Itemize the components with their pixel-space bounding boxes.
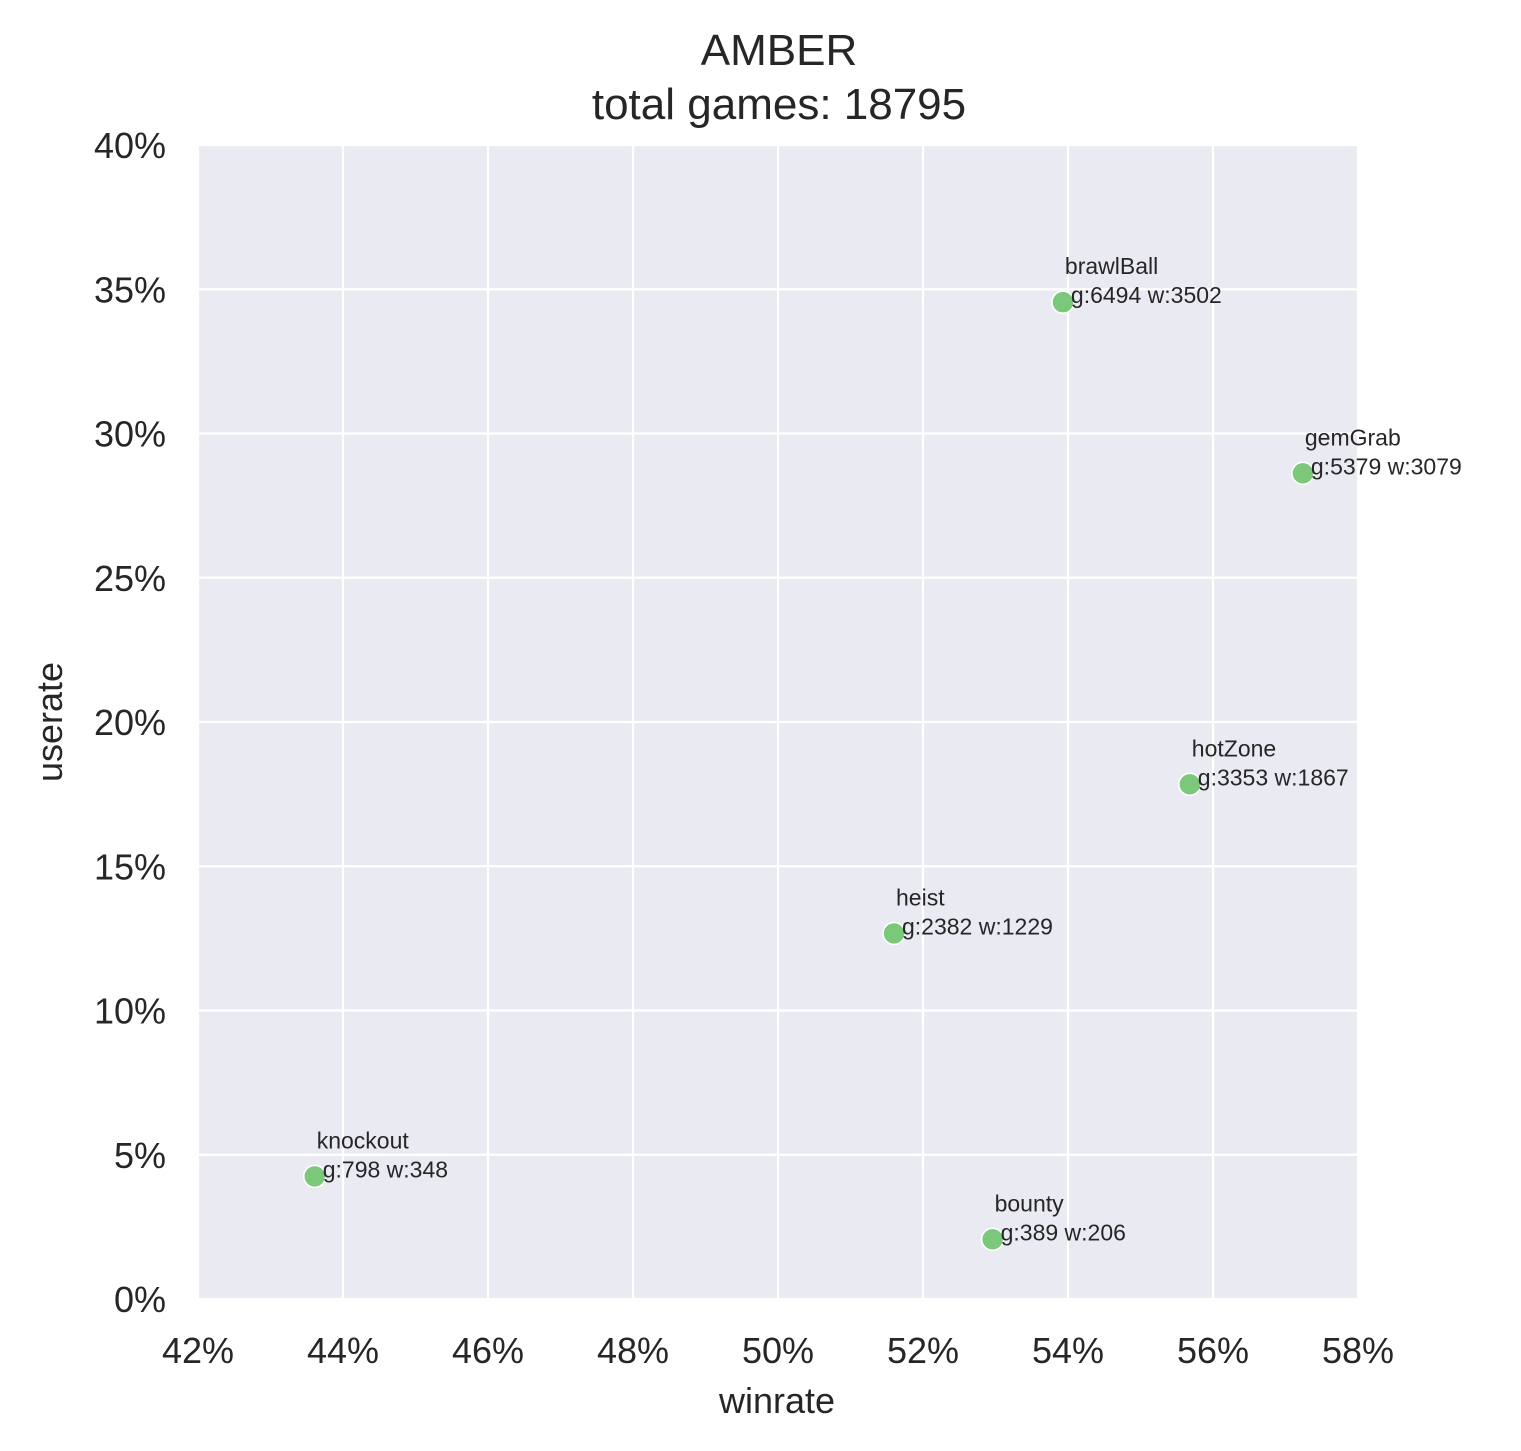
x-tick-label: 52% — [887, 1330, 959, 1371]
point-stats-label: g:2382 w:1229 — [902, 913, 1053, 939]
y-tick-label: 0% — [114, 1279, 166, 1320]
x-tick-label: 54% — [1032, 1330, 1104, 1371]
y-tick-label: 40% — [94, 125, 166, 166]
y-tick-label: 5% — [114, 1135, 166, 1176]
point-stats-label: g:798 w:348 — [323, 1156, 448, 1182]
chart-title: AMBER — [701, 26, 857, 75]
data-point — [1051, 290, 1075, 315]
point-mode-label: hotZone — [1192, 735, 1276, 761]
x-tick-label: 56% — [1177, 1330, 1249, 1371]
data-point — [882, 921, 906, 946]
point-stats-label: g:3353 w:1867 — [1198, 764, 1349, 790]
point-stats-label: g:5379 w:3079 — [1311, 453, 1462, 479]
y-tick-label: 35% — [94, 269, 166, 310]
point-mode-label: gemGrab — [1305, 424, 1401, 450]
x-tick-label: 58% — [1322, 1330, 1394, 1371]
chart-subtitle: total games: 18795 — [592, 80, 966, 129]
y-tick-label: 10% — [94, 991, 166, 1032]
y-tick-labels: 0% 5% 10% 15% 20% 25% 30% 35% 40% — [94, 125, 166, 1320]
y-axis-label: userate — [29, 662, 70, 782]
data-point — [302, 1164, 327, 1189]
y-tick-label: 20% — [94, 702, 166, 743]
data-point — [980, 1227, 1005, 1252]
y-tick-label: 15% — [94, 846, 166, 887]
y-tick-label: 25% — [94, 558, 166, 599]
point-mode-label: brawlBall — [1065, 253, 1158, 279]
x-tick-label: 44% — [307, 1330, 379, 1371]
y-tick-label: 30% — [94, 414, 166, 455]
point-mode-label: bounty — [995, 1190, 1065, 1216]
data-point — [1291, 461, 1315, 486]
data-points — [302, 290, 1315, 1252]
data-point — [1178, 772, 1202, 797]
data-point-labels: brawlBall g:6494 w:3502 gemGrab g:5379 w:30… — [317, 253, 1462, 1245]
x-tick-labels: 42% 44% 46% 48% 50% 52% 54% 56% 58% — [162, 1330, 1394, 1371]
point-stats-label: g:6494 w:3502 — [1071, 282, 1222, 308]
x-tick-label: 46% — [452, 1330, 524, 1371]
x-tick-label: 42% — [162, 1330, 234, 1371]
point-mode-label: knockout — [317, 1127, 410, 1153]
x-tick-label: 50% — [742, 1330, 814, 1371]
point-mode-label: heist — [896, 884, 945, 910]
y-grid-lines — [198, 143, 1358, 1301]
x-tick-label: 48% — [597, 1330, 669, 1371]
point-stats-label: g:389 w:206 — [1001, 1219, 1126, 1245]
x-axis-label: winrate — [718, 1380, 835, 1421]
